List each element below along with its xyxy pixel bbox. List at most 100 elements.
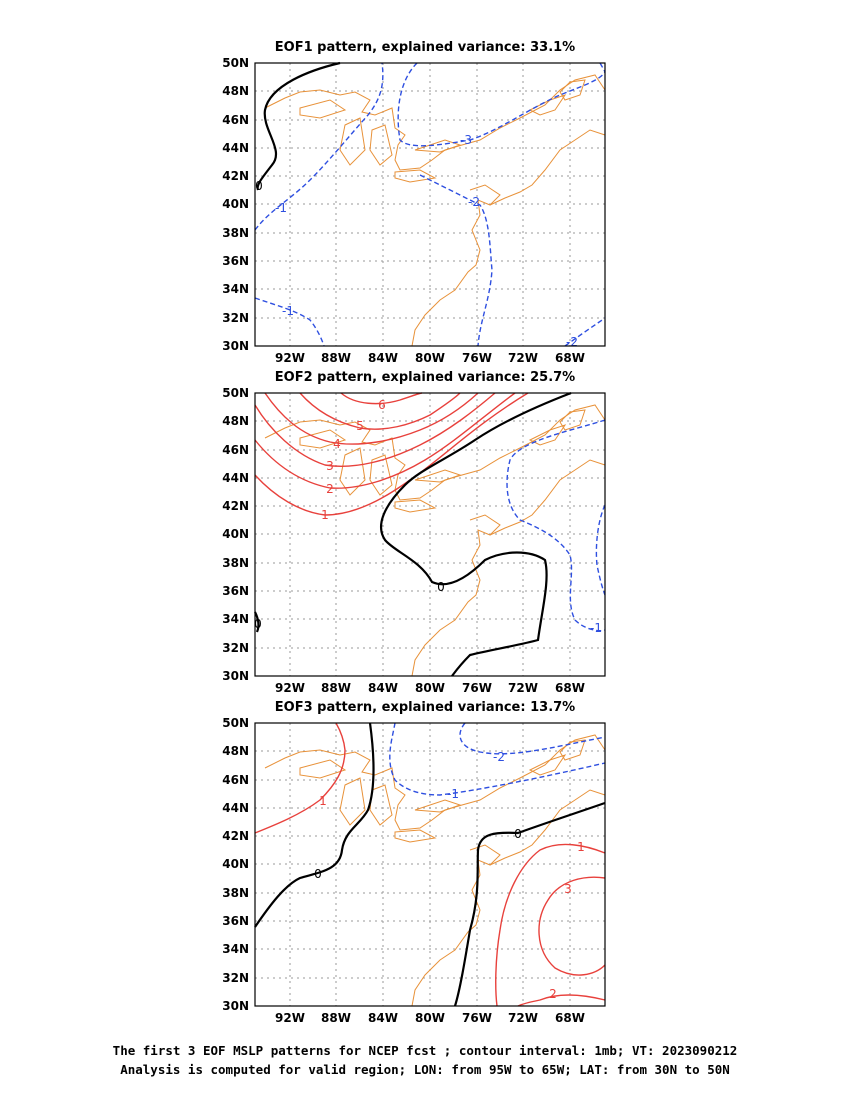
lat-tick-label: 36N [222,914,249,928]
contour-label: 0 [255,179,263,193]
lon-tick-label: 76W [462,351,492,365]
contour-label: 5 [356,419,364,433]
lon-tick-label: 80W [415,681,445,695]
lon-tick-label: 92W [275,1011,305,1025]
caption-line-1: The first 3 EOF MSLP patterns for NCEP f… [112,1043,738,1058]
lat-tick-label: 38N [222,226,249,240]
lat-tick-labels: 50N 48N 46N 44N 42N 40N 38N 36N 34N 32N … [222,716,249,1013]
contour-label: 3 [326,459,334,473]
lat-tick-label: 46N [222,773,249,787]
contour-label: -2 [468,195,480,209]
contour-label: -1 [447,787,459,801]
lon-tick-labels: 92W 88W 84W 80W 76W 72W 68W [275,681,585,695]
contour-label: -1 [282,304,294,318]
contour-label: 0 [254,617,262,631]
lon-tick-label: 72W [508,1011,538,1025]
lon-tick-label: 92W [275,681,305,695]
lon-tick-label: 88W [321,681,351,695]
map-frame [254,722,606,1007]
lon-tick-label: 80W [415,351,445,365]
lat-tick-label: 30N [222,999,249,1013]
lon-tick-labels: 92W 88W 84W 80W 76W 72W 68W [275,1011,585,1025]
lat-tick-label: 38N [222,556,249,570]
contour-label: 2 [549,987,557,1001]
lat-tick-label: 46N [222,443,249,457]
lat-tick-label: 32N [222,311,249,325]
lon-tick-labels: 92W 88W 84W 80W 76W 72W 68W [275,351,585,365]
panel-title: EOF2 pattern, explained variance: 25.7% [275,370,575,385]
lon-tick-label: 68W [555,681,585,695]
eof-figure: EOF1 pattern, explained variance: 33.1% [222,40,606,1025]
contour-label: 0 [514,827,522,841]
lat-tick-label: 50N [222,56,249,70]
lat-tick-label: 50N [222,716,249,730]
contour-labels: 0 -1 -1 -3 -2 -2 [255,133,578,349]
lon-tick-label: 76W [462,681,492,695]
caption-line-2: Analysis is computed for valid region; L… [120,1062,730,1077]
lat-tick-label: 42N [222,169,249,183]
contours-eof2 [254,391,606,677]
lat-tick-label: 44N [222,141,249,155]
lat-tick-label: 48N [222,744,249,758]
lat-tick-label: 34N [222,612,249,626]
panel-eof3: EOF3 pattern, explained variance: 13.7% [222,700,606,1025]
contour-label: -1 [590,621,602,635]
lat-tick-label: 32N [222,641,249,655]
contour-labels: 1 0 0 -1 -2 1 3 2 [314,750,585,1001]
lat-tick-label: 44N [222,801,249,815]
lat-tick-label: 40N [222,857,249,871]
lat-tick-labels: 50N 48N 46N 44N 42N 40N 38N 36N 34N 32N … [222,386,249,683]
lat-tick-label: 34N [222,282,249,296]
lon-tick-label: 88W [321,1011,351,1025]
map-frame [254,62,606,347]
contour-label: 0 [437,580,445,594]
lon-tick-label: 92W [275,351,305,365]
lon-tick-label: 84W [368,681,398,695]
contour-label: 0 [314,867,322,881]
lon-tick-label: 80W [415,1011,445,1025]
lon-tick-label: 68W [555,351,585,365]
lon-tick-label: 84W [368,351,398,365]
lon-tick-label: 76W [462,1011,492,1025]
lat-tick-label: 34N [222,942,249,956]
lat-tick-label: 42N [222,829,249,843]
gridlines [255,63,605,346]
panel-title: EOF3 pattern, explained variance: 13.7% [275,700,575,715]
lat-tick-label: 36N [222,254,249,268]
lat-tick-label: 36N [222,584,249,598]
panel-eof1: EOF1 pattern, explained variance: 33.1% [222,40,606,365]
lon-tick-label: 88W [321,351,351,365]
lon-tick-label: 68W [555,1011,585,1025]
lat-tick-label: 42N [222,499,249,513]
contour-label: 6 [378,398,386,412]
gridlines [255,723,605,1006]
lat-tick-label: 30N [222,669,249,683]
lat-tick-label: 40N [222,197,249,211]
lat-tick-label: 38N [222,886,249,900]
coastline [264,734,606,1007]
contour-label: 1 [577,840,585,854]
map-frame [254,392,606,677]
lat-tick-label: 48N [222,414,249,428]
contour-label: 4 [333,437,341,451]
contour-labels: 6 5 4 3 2 1 0 0 -1 [254,398,602,635]
contour-label: 2 [326,482,334,496]
lon-tick-label: 72W [508,351,538,365]
lat-tick-label: 44N [222,471,249,485]
lat-tick-label: 30N [222,339,249,353]
lat-tick-label: 48N [222,84,249,98]
lat-tick-label: 32N [222,971,249,985]
contour-label: -2 [493,750,505,764]
lon-tick-label: 84W [368,1011,398,1025]
contours-eof1 [254,61,606,347]
lat-tick-labels: 50N 48N 46N 44N 42N 40N 38N 36N 34N 32N … [222,56,249,353]
contours-eof3 [254,722,606,1007]
contour-label: -2 [566,335,578,349]
gridlines [255,393,605,676]
contour-label: -3 [460,133,472,147]
panel-eof2: EOF2 pattern, explained variance: 25.7% [222,370,606,695]
contour-label: -1 [275,201,287,215]
lat-tick-label: 50N [222,386,249,400]
contour-label: 3 [564,882,572,896]
lon-tick-label: 72W [508,681,538,695]
